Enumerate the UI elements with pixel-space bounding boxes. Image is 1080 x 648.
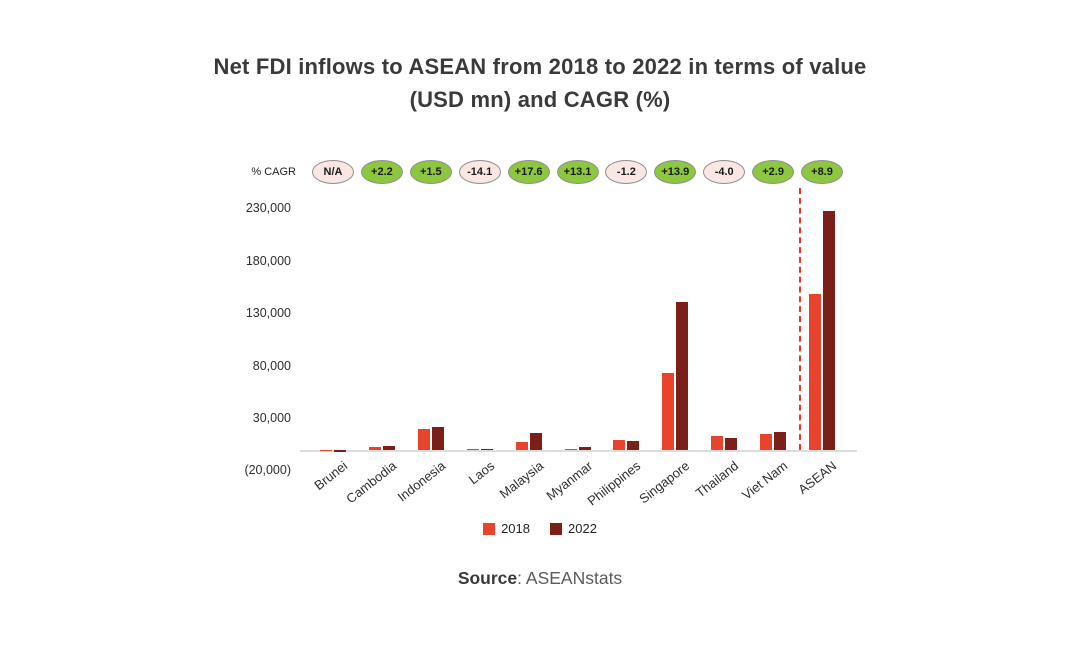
bar-2018-thailand [711,436,724,450]
bar-2018-indonesia [417,428,430,450]
bar-2018-philippines [613,439,626,450]
bar-2022-brunei [334,450,346,452]
bar-2018-viet-nam [760,434,773,450]
cagr-badge-cambodia: +2.2 [360,160,403,184]
cagr-badge-philippines: -1.2 [605,160,648,184]
legend-swatch-2018 [483,522,496,535]
legend-swatch-2022 [550,522,562,535]
asean-separator-line [799,188,801,450]
source-note: Source: ASEANstats [0,568,1080,589]
bar-2018-cambodia [368,446,381,450]
bar-2022-myanmar [578,447,591,450]
y-axis-tick-label: 180,000 [245,253,291,268]
bar-2018-asean [809,293,821,450]
legend-item-2018: 2018 [483,521,530,536]
cagr-badge-malaysia: +17.6 [507,160,550,184]
bar-2022-laos [480,449,493,450]
bar-2018-myanmar [564,448,577,450]
cagr-badge-laos: -14.1 [458,160,501,184]
bar-2018-singapore [662,372,675,450]
bar-2022-indonesia [431,427,444,450]
bar-2022-cambodia [382,446,395,450]
y-axis-tick-label: 80,000 [252,358,291,373]
cagr-badge-viet-nam: +2.9 [752,160,795,184]
legend-label-2018: 2018 [501,521,530,536]
y-axis-tick-label: 230,000 [245,201,291,216]
chart-legend: 2018 2022 [0,521,1080,536]
bar-2022-philippines [627,440,640,450]
bar-2022-asean [823,211,835,450]
cagr-badge-indonesia: +1.5 [409,160,452,184]
source-label: Source [457,568,518,588]
legend-label-2022: 2022 [568,521,597,536]
bar-2018-malaysia [515,442,528,450]
bar-2022-singapore [676,302,689,450]
chart-title-line1: Net FDI inflows to ASEAN from 2018 to 20… [213,54,867,79]
y-axis-tick-label: 130,000 [245,306,291,321]
bar-2022-thailand [725,438,738,450]
bar-2022-viet-nam [774,431,787,450]
cagr-badge-brunei: N/A [312,160,354,184]
cagr-badge-myanmar: +13.1 [556,160,599,184]
bar-2022-malaysia [529,433,542,450]
cagr-badge-asean: +8.9 [801,160,843,184]
cagr-badge-thailand: -4.0 [703,160,746,184]
chart-title: Net FDI inflows to ASEAN from 2018 to 20… [0,50,1080,116]
source-value: : ASEANstats [517,568,623,588]
legend-item-2022: 2022 [550,521,597,536]
bar-2018-laos [466,448,479,450]
y-axis-tick-label: (20,000) [244,463,291,478]
bar-2018-brunei [320,449,332,450]
cagr-row-label: % CAGR [251,166,296,178]
x-axis-baseline [300,450,857,452]
cagr-badge-singapore: +13.9 [654,160,697,184]
chart-title-line2: (USD mn) and CAGR (%) [409,87,671,112]
y-axis-tick-label: 30,000 [252,411,291,426]
